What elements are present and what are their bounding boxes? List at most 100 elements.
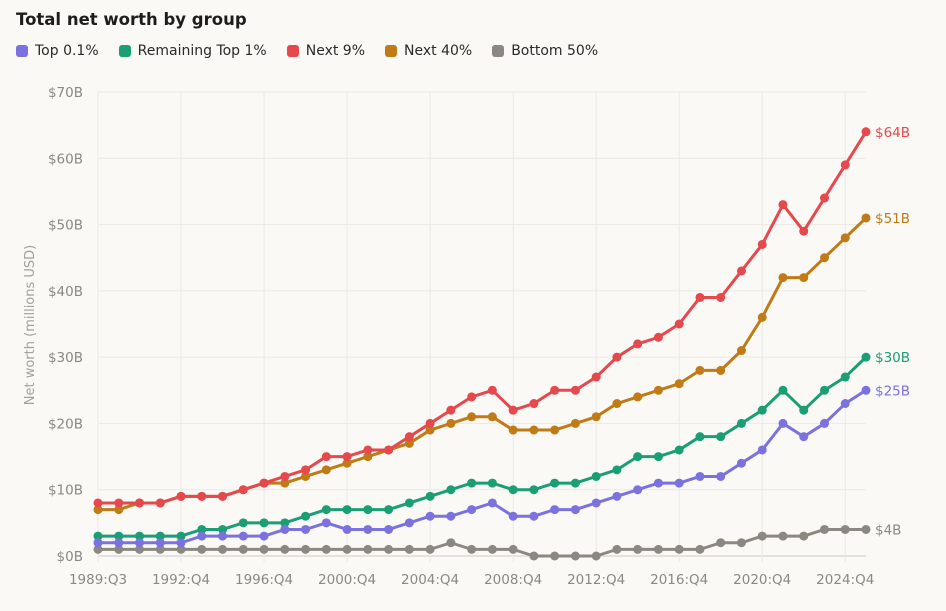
series-line [98, 356, 868, 538]
data-point [861, 524, 871, 534]
legend-item[interactable]: Next 40% [385, 43, 472, 59]
data-point [342, 524, 352, 534]
data-point [342, 458, 352, 468]
data-point [135, 538, 145, 548]
data-point [612, 399, 622, 409]
data-point [487, 385, 497, 395]
data-point [280, 518, 290, 528]
data-point [404, 432, 414, 442]
data-point [155, 544, 165, 554]
data-point [487, 544, 497, 554]
data-point [425, 425, 435, 435]
data-point [93, 544, 103, 554]
legend-swatch [286, 45, 299, 57]
y-tick-label: $10B [48, 483, 83, 499]
x-tick-label: 1989:Q3 [69, 572, 127, 588]
y-tick-label: $60B [48, 151, 83, 167]
end-value-label: $51B [875, 211, 910, 227]
data-point [612, 352, 622, 362]
data-point [321, 518, 331, 528]
legend-item[interactable]: Next 9% [286, 43, 365, 59]
data-point [529, 425, 539, 435]
legend-item[interactable]: Remaining Top 1% [118, 43, 267, 59]
data-point [342, 452, 352, 462]
data-point [508, 425, 518, 435]
x-tick-label: 2000:Q4 [318, 572, 376, 588]
data-point [218, 491, 228, 501]
data-point [778, 200, 788, 210]
data-point [404, 438, 414, 448]
data-point [653, 544, 663, 554]
data-point [238, 485, 248, 495]
data-point [550, 505, 560, 515]
data-point [570, 385, 580, 395]
data-point [114, 538, 124, 548]
data-point [363, 452, 373, 462]
y-tick-label: $70B [48, 85, 83, 101]
data-point [716, 538, 726, 548]
data-point [674, 445, 684, 455]
legend-item[interactable]: Top 0.1% [16, 43, 99, 59]
x-tick-label: 2004:Q4 [401, 572, 459, 588]
legend-swatch [118, 45, 131, 57]
data-point [155, 538, 165, 548]
legend-item[interactable]: Bottom 50% [492, 43, 598, 59]
data-point [508, 511, 518, 521]
data-point [487, 498, 497, 508]
data-point [695, 432, 705, 442]
data-point [487, 478, 497, 488]
x-tick-label: 2012:Q4 [567, 572, 625, 588]
data-point [819, 253, 829, 263]
legend-label: Bottom 50% [511, 43, 599, 59]
y-tick-label: $40B [48, 284, 83, 300]
data-point [446, 511, 456, 521]
data-point [238, 531, 248, 541]
data-point [653, 452, 663, 462]
data-point [653, 478, 663, 488]
data-point [591, 498, 601, 508]
data-point [114, 498, 124, 508]
x-tick-label: 2024:Q4 [816, 572, 874, 588]
x-tick-label: 1996:Q4 [235, 572, 293, 588]
data-point [446, 405, 456, 415]
data-point [633, 392, 643, 402]
data-point [446, 485, 456, 495]
data-point [591, 412, 601, 422]
data-point [384, 524, 394, 534]
data-point [238, 544, 248, 554]
data-point [404, 518, 414, 528]
x-tick-label: 2008:Q4 [484, 572, 542, 588]
chart-title: Total net worth by group [16, 10, 247, 29]
data-point [633, 544, 643, 554]
data-point [321, 452, 331, 462]
data-point [633, 485, 643, 495]
end-value-label: $25B [875, 383, 910, 399]
series-line [98, 216, 868, 512]
end-value-label: $64B [875, 125, 910, 141]
data-point [840, 524, 850, 534]
data-point [799, 273, 809, 283]
y-tick-label: $20B [48, 416, 83, 432]
x-tick-label: 1992:Q4 [152, 572, 210, 588]
data-point [819, 193, 829, 203]
data-point [757, 445, 767, 455]
legend: Top 0.1% Remaining Top 1% Next 9% Next 40% B… [16, 43, 598, 59]
data-point [861, 127, 871, 137]
data-point [425, 418, 435, 428]
data-point [591, 551, 601, 561]
data-point [799, 405, 809, 415]
data-point [799, 432, 809, 442]
data-point [176, 531, 186, 541]
series-line [98, 527, 866, 558]
data-point [363, 445, 373, 455]
data-point [176, 538, 186, 548]
data-point [716, 365, 726, 375]
data-point [674, 478, 684, 488]
data-point [384, 445, 394, 455]
data-point [529, 511, 539, 521]
data-point [363, 524, 373, 534]
data-point [93, 538, 103, 548]
end-value-label: $4B [875, 522, 901, 538]
data-point [404, 498, 414, 508]
series-top-0-1-: $25B [93, 383, 910, 548]
